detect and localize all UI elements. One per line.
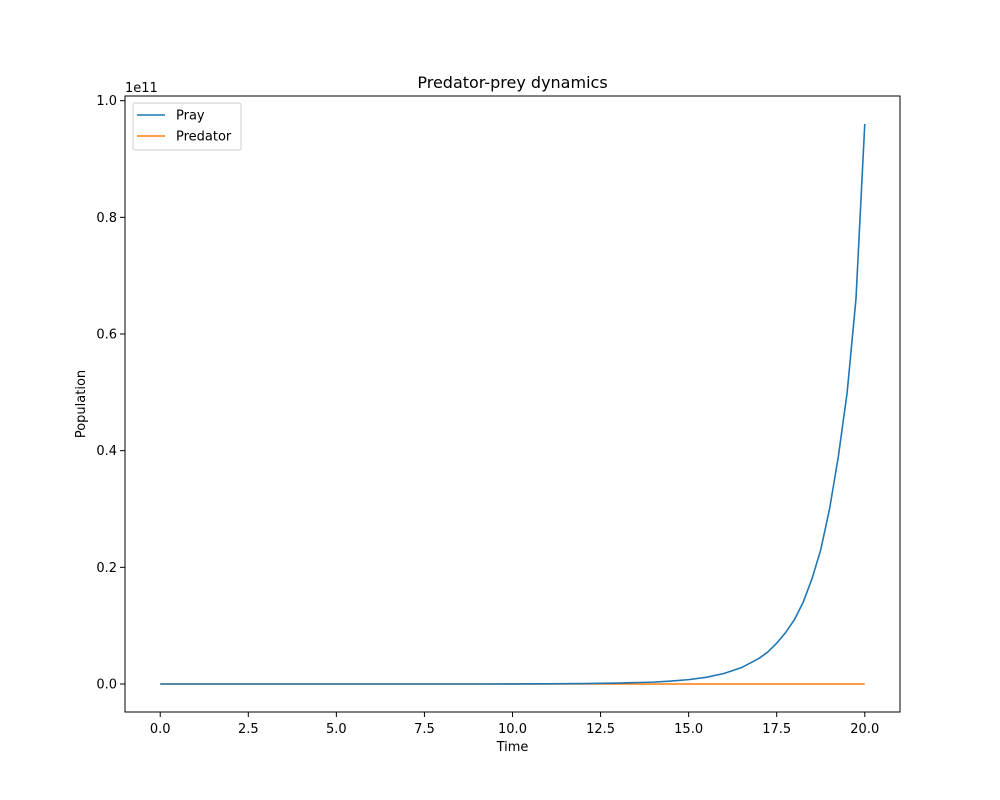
legend: Pray Predator	[132, 102, 242, 151]
plot-lines	[160, 123, 866, 685]
y-tick-label: 0.0	[96, 678, 117, 693]
x-tick-label: 7.5	[414, 722, 435, 737]
x-tick-label: 0.0	[150, 722, 171, 737]
x-tick-label: 15.0	[674, 722, 703, 737]
y-axis-label: Population	[74, 370, 89, 438]
y-tick-label: 0.4	[96, 444, 117, 459]
x-tick-label: 17.5	[762, 722, 791, 737]
y-axis-offset-label: 1e11	[125, 81, 158, 96]
chart-title: Predator-prey dynamics	[417, 73, 607, 92]
y-tick-label: 0.6	[96, 328, 117, 343]
y-axis: 0.0 0.2 0.4 0.6 0.8 1.0	[96, 94, 125, 693]
x-axis: 0.0 2.5 5.0 7.5 10.0 12.5 15.0 17.5 20.0	[150, 712, 879, 737]
y-tick-label: 0.8	[96, 211, 117, 226]
x-axis-label: Time	[496, 740, 529, 755]
y-tick-label: 0.2	[96, 561, 117, 576]
x-tick-label: 20.0	[850, 722, 879, 737]
x-tick-label: 10.0	[498, 722, 527, 737]
x-tick-label: 5.0	[326, 722, 347, 737]
x-tick-label: 2.5	[238, 722, 259, 737]
y-tick-label: 1.0	[96, 94, 117, 109]
series-line-pray	[160, 123, 866, 685]
x-tick-label: 12.5	[586, 722, 615, 737]
legend-label: Predator	[176, 130, 232, 145]
legend-label: Pray	[176, 109, 205, 124]
plot-area-frame	[124, 95, 901, 713]
